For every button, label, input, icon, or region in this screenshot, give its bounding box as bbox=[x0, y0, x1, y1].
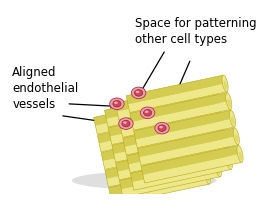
Text: Space for patterning
other cell types: Space for patterning other cell types bbox=[135, 17, 256, 46]
Polygon shape bbox=[130, 93, 229, 122]
Ellipse shape bbox=[113, 101, 121, 108]
Ellipse shape bbox=[144, 110, 152, 116]
Polygon shape bbox=[116, 143, 215, 172]
Polygon shape bbox=[105, 150, 204, 179]
Ellipse shape bbox=[159, 126, 163, 129]
Polygon shape bbox=[119, 160, 218, 189]
Polygon shape bbox=[97, 115, 196, 144]
Polygon shape bbox=[143, 154, 242, 183]
Polygon shape bbox=[114, 134, 213, 162]
Ellipse shape bbox=[239, 152, 242, 160]
Ellipse shape bbox=[216, 106, 220, 115]
Ellipse shape bbox=[189, 97, 196, 114]
Ellipse shape bbox=[220, 124, 224, 132]
Ellipse shape bbox=[231, 117, 235, 125]
Ellipse shape bbox=[135, 90, 143, 97]
Ellipse shape bbox=[217, 166, 221, 174]
Polygon shape bbox=[101, 132, 200, 161]
Ellipse shape bbox=[224, 141, 227, 150]
Ellipse shape bbox=[227, 99, 231, 108]
Ellipse shape bbox=[206, 113, 209, 122]
Ellipse shape bbox=[222, 76, 228, 92]
Polygon shape bbox=[95, 106, 194, 135]
Polygon shape bbox=[99, 123, 198, 152]
Polygon shape bbox=[121, 169, 220, 197]
Polygon shape bbox=[117, 91, 216, 120]
Polygon shape bbox=[110, 176, 209, 204]
Ellipse shape bbox=[204, 108, 210, 124]
Polygon shape bbox=[128, 84, 227, 113]
Ellipse shape bbox=[119, 118, 133, 130]
Ellipse shape bbox=[155, 123, 169, 134]
Ellipse shape bbox=[158, 125, 166, 132]
Polygon shape bbox=[108, 108, 207, 136]
Ellipse shape bbox=[213, 89, 216, 97]
Ellipse shape bbox=[122, 121, 130, 127]
Ellipse shape bbox=[202, 156, 206, 164]
Ellipse shape bbox=[215, 160, 221, 177]
Polygon shape bbox=[128, 144, 227, 173]
Polygon shape bbox=[139, 137, 238, 166]
Polygon shape bbox=[110, 116, 209, 145]
Ellipse shape bbox=[222, 135, 229, 152]
Polygon shape bbox=[135, 119, 234, 148]
Polygon shape bbox=[119, 100, 218, 129]
Ellipse shape bbox=[212, 143, 218, 159]
Ellipse shape bbox=[226, 93, 232, 110]
Polygon shape bbox=[109, 167, 207, 196]
Ellipse shape bbox=[123, 122, 127, 124]
Polygon shape bbox=[127, 135, 226, 164]
Polygon shape bbox=[104, 90, 203, 119]
Ellipse shape bbox=[233, 128, 239, 145]
Ellipse shape bbox=[191, 103, 195, 112]
Ellipse shape bbox=[224, 82, 227, 90]
Polygon shape bbox=[126, 76, 225, 105]
Polygon shape bbox=[132, 102, 230, 131]
Polygon shape bbox=[123, 118, 222, 147]
Ellipse shape bbox=[237, 146, 243, 163]
Ellipse shape bbox=[110, 99, 124, 110]
Text: Aligned
endothelial
vessels: Aligned endothelial vessels bbox=[12, 66, 78, 110]
Ellipse shape bbox=[195, 121, 198, 129]
Ellipse shape bbox=[213, 149, 217, 157]
Polygon shape bbox=[106, 99, 205, 127]
Ellipse shape bbox=[201, 150, 207, 167]
Polygon shape bbox=[103, 141, 202, 170]
Ellipse shape bbox=[114, 102, 118, 104]
Polygon shape bbox=[112, 125, 211, 154]
Ellipse shape bbox=[131, 88, 146, 99]
Ellipse shape bbox=[193, 115, 199, 132]
Ellipse shape bbox=[215, 100, 221, 117]
Polygon shape bbox=[141, 146, 240, 175]
Ellipse shape bbox=[204, 167, 211, 184]
Polygon shape bbox=[115, 83, 214, 112]
Ellipse shape bbox=[208, 125, 214, 142]
Ellipse shape bbox=[197, 132, 203, 149]
Ellipse shape bbox=[226, 153, 232, 170]
Polygon shape bbox=[107, 158, 206, 187]
Polygon shape bbox=[94, 97, 193, 126]
Polygon shape bbox=[137, 128, 236, 157]
Ellipse shape bbox=[229, 111, 236, 128]
Ellipse shape bbox=[209, 131, 213, 139]
Polygon shape bbox=[130, 153, 229, 182]
Ellipse shape bbox=[199, 138, 202, 146]
Ellipse shape bbox=[219, 118, 225, 135]
Ellipse shape bbox=[211, 83, 217, 100]
Ellipse shape bbox=[206, 173, 210, 182]
Ellipse shape bbox=[136, 91, 139, 94]
Ellipse shape bbox=[72, 172, 216, 190]
Polygon shape bbox=[125, 126, 224, 155]
Polygon shape bbox=[118, 151, 216, 180]
Ellipse shape bbox=[200, 90, 207, 107]
Ellipse shape bbox=[228, 159, 231, 167]
Ellipse shape bbox=[235, 134, 238, 143]
Polygon shape bbox=[134, 111, 233, 140]
Ellipse shape bbox=[145, 111, 149, 113]
Ellipse shape bbox=[202, 96, 206, 104]
Polygon shape bbox=[132, 161, 231, 190]
Ellipse shape bbox=[140, 108, 155, 119]
Polygon shape bbox=[121, 109, 220, 138]
